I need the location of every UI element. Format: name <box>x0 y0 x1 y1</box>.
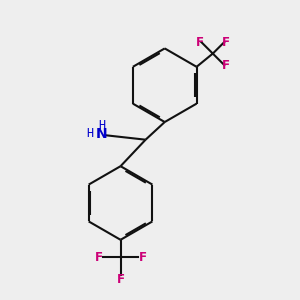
Text: F: F <box>94 251 103 264</box>
Text: F: F <box>196 36 204 49</box>
Text: H: H <box>98 119 105 132</box>
Text: F: F <box>222 36 230 49</box>
Text: F: F <box>117 273 124 286</box>
Text: N: N <box>96 127 107 141</box>
Text: F: F <box>222 58 230 71</box>
Text: H: H <box>86 127 93 140</box>
Text: F: F <box>139 251 147 264</box>
